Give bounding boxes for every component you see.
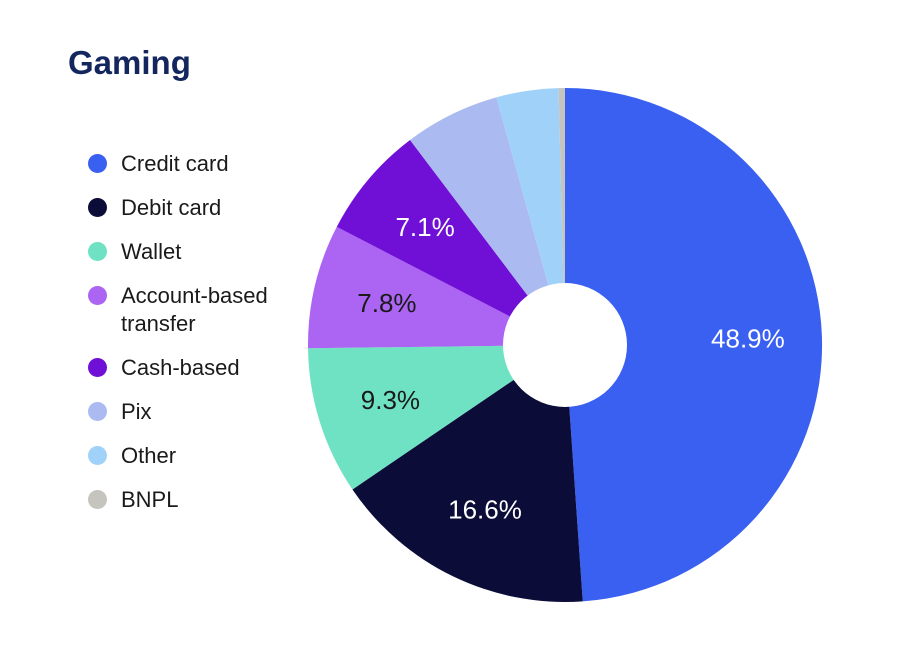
slice-value-label-wallet: 9.3% — [361, 385, 420, 415]
legend-label: BNPL — [121, 487, 179, 512]
page-title: Gaming — [68, 44, 191, 81]
legend-label: Account-based transfer — [121, 283, 268, 336]
legend-item-cash-based: Cash-based — [88, 354, 299, 382]
pie-slice-account-based-transfer — [307, 226, 565, 349]
legend-color-marker — [88, 402, 107, 421]
legend-item-bnpl: BNPL — [88, 486, 299, 514]
pie-slice-cash-based — [336, 139, 565, 345]
pie-slice-debit-card — [352, 345, 583, 603]
legend-label: Credit card — [121, 151, 229, 176]
legend-color-marker — [88, 242, 107, 261]
pie-slice-bnpl — [558, 87, 565, 345]
legend-label: Pix — [121, 399, 152, 424]
legend-color-marker — [88, 286, 107, 305]
pie-slice-pix — [410, 97, 565, 345]
legend-item-other: Other — [88, 442, 299, 470]
slice-value-label-debit-card: 16.6% — [448, 495, 522, 525]
legend-color-marker — [88, 446, 107, 465]
pie-slice-credit-card — [565, 87, 823, 602]
legend-item-debit-card: Debit card — [88, 194, 299, 222]
chart-legend: Credit card Debit card Wallet Account-ba… — [88, 150, 299, 530]
legend-label: Wallet — [121, 239, 182, 264]
legend-label: Other — [121, 443, 177, 468]
legend-color-marker — [88, 490, 107, 509]
legend-item-wallet: Wallet — [88, 238, 299, 266]
pie-slice-other — [496, 88, 565, 345]
slice-value-label-credit-card: 48.9% — [711, 324, 785, 354]
legend-color-marker — [88, 198, 107, 217]
legend-item-pix: Pix — [88, 398, 299, 426]
legend-color-marker — [88, 358, 107, 377]
legend-item-account-based-transfer: Account-based transfer — [88, 282, 299, 338]
legend-item-credit-card: Credit card — [88, 150, 299, 178]
legend-label: Debit card — [121, 195, 222, 220]
pie-slice-wallet — [308, 345, 565, 490]
legend-label: Cash-based — [121, 355, 240, 380]
donut-hole — [503, 283, 627, 407]
slice-value-label-account-based-transfer: 7.8% — [357, 288, 416, 318]
slice-value-label-cash-based: 7.1% — [395, 212, 454, 242]
legend-color-marker — [88, 154, 107, 173]
